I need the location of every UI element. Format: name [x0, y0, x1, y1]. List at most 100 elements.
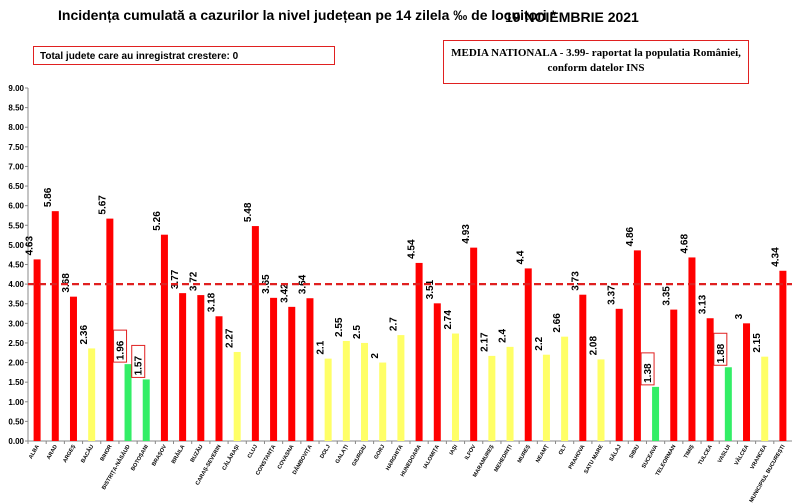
category-label: HARGHITA	[385, 444, 405, 472]
category-label: SĂLAJ	[608, 444, 623, 463]
y-tick-label: 5.00	[8, 241, 24, 250]
bar	[706, 318, 714, 441]
category-label: BRAȘOV	[151, 444, 168, 468]
category-label: MEHEDINȚI	[493, 444, 514, 474]
category-label: ALBA	[28, 444, 41, 460]
bar	[743, 323, 751, 441]
bar	[761, 356, 769, 441]
y-tick-label: 2.50	[8, 339, 24, 348]
bar	[361, 342, 369, 441]
bar	[506, 346, 514, 441]
value-label: 3.37	[607, 285, 618, 305]
bar	[342, 340, 350, 441]
bar	[142, 379, 150, 441]
value-label: 2.27	[225, 328, 236, 348]
bar	[433, 303, 441, 441]
bar	[633, 250, 641, 441]
category-label: GORJ	[373, 444, 386, 461]
value-label: 2.2	[534, 336, 545, 350]
bar	[779, 270, 787, 441]
chart-title: Incidența cumulată a cazurilor la nivel …	[58, 7, 556, 23]
value-label: 2.15	[752, 333, 763, 353]
value-label: 4.4	[516, 250, 527, 264]
y-tick-label: 6.50	[8, 182, 24, 191]
category-label: BOTOȘANI	[130, 444, 150, 472]
value-label: 5.26	[152, 211, 163, 231]
bar	[251, 226, 259, 441]
bar	[197, 295, 205, 441]
y-tick-label: 0.00	[8, 437, 24, 446]
value-label: 2.08	[589, 336, 600, 356]
bar	[524, 268, 532, 441]
y-tick-label: 3.50	[8, 300, 24, 309]
value-label: 3.42	[279, 283, 290, 303]
y-tick-label: 5.50	[8, 221, 24, 230]
y-tick-label: 4.50	[8, 261, 24, 270]
category-label: CĂLĂRAȘI	[221, 443, 242, 472]
y-tick-label: 9.00	[8, 84, 24, 93]
value-label: 3.72	[188, 271, 199, 291]
value-label-box	[131, 344, 146, 378]
bar	[597, 359, 605, 441]
value-label: 3.65	[261, 274, 272, 294]
value-label: 2	[370, 353, 381, 359]
bar	[415, 262, 423, 441]
value-label: 3.51	[425, 279, 436, 299]
value-label: 5.67	[97, 195, 108, 215]
bar	[288, 306, 296, 441]
bar	[270, 297, 278, 441]
bar	[488, 355, 496, 441]
value-label: 2.1	[316, 340, 327, 354]
value-label: 2.36	[79, 325, 90, 345]
y-tick-label: 2.00	[8, 359, 24, 368]
category-label: ILFOV	[464, 444, 477, 461]
bar	[233, 351, 241, 441]
y-tick-label: 6.00	[8, 202, 24, 211]
category-label: VASLUI	[717, 444, 732, 465]
value-label: 3.73	[570, 271, 581, 291]
bar	[451, 333, 459, 441]
category-label: DOLJ	[319, 444, 332, 460]
value-label: 5.48	[243, 202, 254, 222]
category-label: GIURGIU	[351, 444, 368, 467]
bar	[306, 298, 314, 441]
bar	[561, 336, 569, 441]
category-label: TIMIȘ	[683, 444, 696, 460]
value-label: 4.68	[679, 234, 690, 254]
value-label: 3.13	[698, 294, 709, 314]
category-label: SIBIU	[629, 444, 642, 460]
category-label: BUZĂU	[189, 443, 205, 463]
bar	[33, 259, 41, 441]
value-label: 4.54	[407, 239, 418, 259]
category-label: VÂLCEA	[733, 443, 750, 466]
value-label: 3.77	[170, 269, 181, 289]
category-label: IALOMIȚA	[423, 444, 441, 470]
value-label: 1.88	[716, 343, 727, 363]
value-label-box	[713, 332, 728, 366]
category-label: MUREȘ	[517, 444, 532, 464]
category-label: ARGEȘ	[62, 444, 77, 464]
bar	[124, 364, 132, 441]
national-average-line1: MEDIA NATIONALA - 3.99- raportat la popu…	[451, 47, 741, 59]
value-label: 5.86	[43, 187, 54, 207]
bar	[652, 386, 660, 441]
y-tick-label: 1.50	[8, 378, 24, 387]
bar	[397, 335, 405, 441]
value-label: 4.93	[461, 224, 472, 244]
category-label: CLUJ	[247, 444, 259, 459]
bar	[670, 309, 678, 441]
category-label: COVASNA	[277, 444, 296, 470]
category-label: VRANCEA	[750, 444, 769, 471]
value-label: 3.35	[661, 286, 672, 306]
y-tick-label: 3.00	[8, 319, 24, 328]
report-date: 19 NOIEMBRIE 2021	[505, 9, 639, 25]
category-label: TELEORMAN	[655, 444, 678, 477]
bar	[324, 358, 332, 441]
value-label: 2.5	[352, 325, 363, 339]
bar	[542, 354, 550, 441]
category-label: TULCEA	[698, 444, 714, 466]
value-label: 2.17	[479, 332, 490, 352]
category-label: SUCEAVA	[641, 444, 659, 470]
y-tick-label: 4.00	[8, 280, 24, 289]
